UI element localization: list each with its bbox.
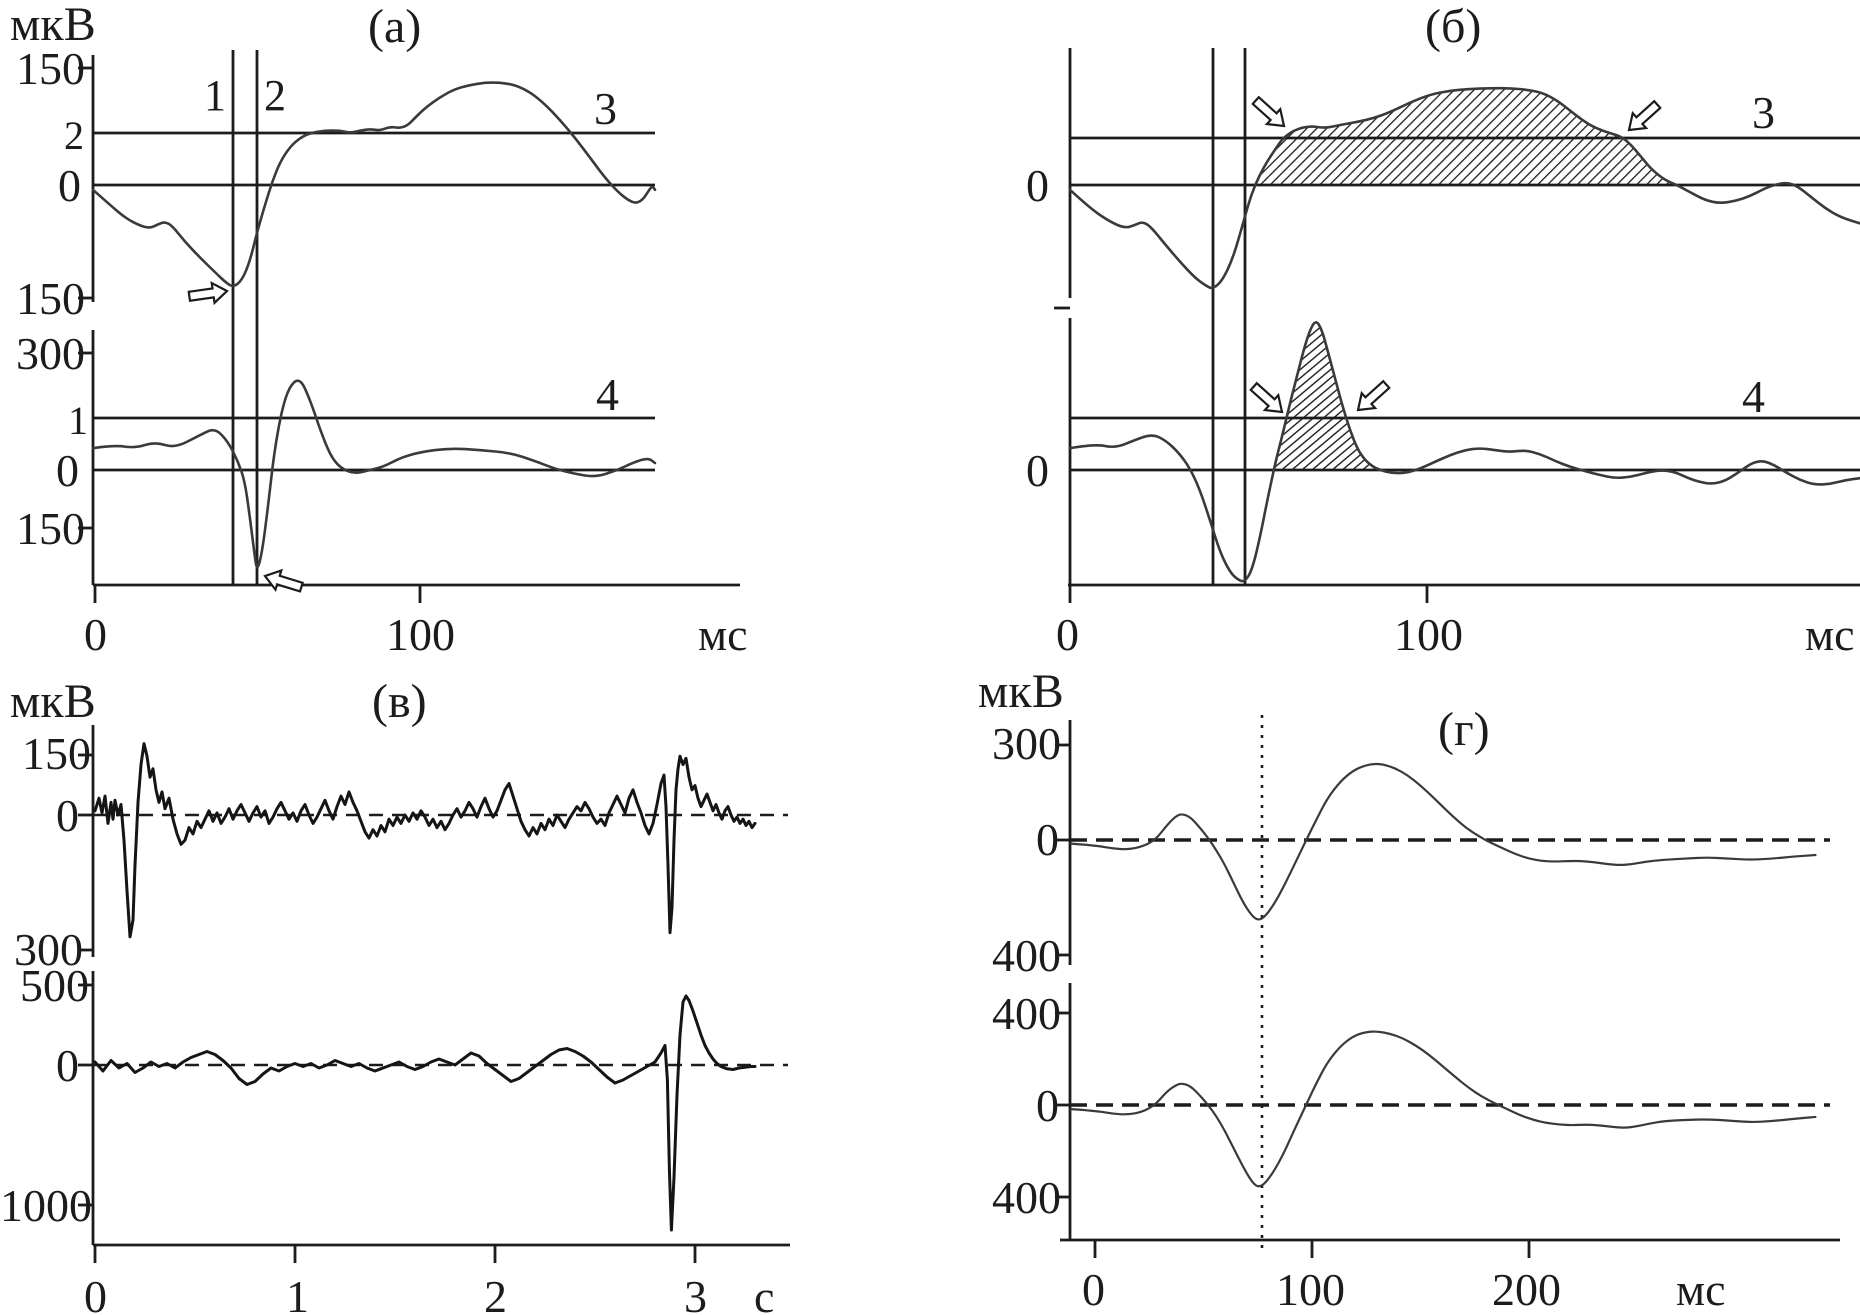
- text-label: 0: [1036, 814, 1059, 865]
- text-label: 4: [1742, 371, 1765, 422]
- marker-arrow-icon: [1251, 95, 1286, 128]
- text-label: 3: [684, 1271, 707, 1315]
- text-label: 100: [1276, 1264, 1345, 1315]
- text-label: 0: [58, 160, 81, 211]
- waveform-eeg-channel-1: [93, 742, 757, 939]
- text-label: 200: [1492, 1264, 1561, 1315]
- waveform-eeg-channel-2: [93, 994, 757, 1232]
- text-label: 2: [64, 113, 84, 158]
- text-label: 0: [56, 790, 79, 841]
- waveform-trace-3: [91, 81, 657, 288]
- marker-arrow-icon: [263, 568, 305, 593]
- text-label: 0: [84, 609, 107, 660]
- marker-arrow-icon: [1627, 99, 1662, 132]
- text-label: 300: [992, 718, 1061, 769]
- text-label: (г): [1438, 703, 1490, 756]
- panel-b-plot: (б) 0 0 3 4 0 100 мс: [1026, 0, 1860, 660]
- text-label: 1000: [0, 1180, 92, 1231]
- panel-g-plot: мкВ (г) 300 0 400 400 0 400 0 100 200 мс: [978, 665, 1840, 1315]
- panel-g: мкВ (г) 300 0 400 400 0 400 0 100 200 мс: [820, 655, 1860, 1315]
- text-label: 0: [56, 1040, 79, 1091]
- text-label: 500: [20, 960, 89, 1011]
- text-label: (в): [372, 675, 427, 728]
- waveform-avg-trace-2: [1070, 1030, 1817, 1188]
- panel-a: мкВ (а) 150 2 0 150 300 1 0 150 1 2 3 4 0 100 мс: [0, 0, 820, 660]
- text-label: 4: [596, 369, 619, 420]
- text-label: 0: [56, 445, 79, 496]
- waveform-trace-4: [1068, 321, 1860, 583]
- waveform-trace-3: [1068, 86, 1860, 290]
- text-label: 400: [992, 1172, 1061, 1223]
- text-label: 0: [1026, 160, 1049, 211]
- text-label: 300: [14, 924, 83, 975]
- text-label: мс: [1676, 1264, 1726, 1315]
- text-label: 150: [16, 43, 85, 94]
- text-label: мкВ: [10, 0, 96, 51]
- waveform-avg-trace-1: [1070, 762, 1817, 921]
- text-label: 400: [992, 988, 1061, 1039]
- text-label: 2: [484, 1271, 507, 1315]
- text-label: 100: [386, 609, 455, 660]
- text-label: мс: [698, 609, 748, 660]
- hatched-area: [1273, 319, 1380, 470]
- text-label: 1: [286, 1271, 309, 1315]
- text-label: 0: [1036, 1080, 1059, 1131]
- panel-b: (б) 0 0 3 4 0 100 мс: [880, 0, 1860, 660]
- marker-arrow-icon: [1356, 379, 1391, 412]
- text-label: мс: [1805, 609, 1855, 660]
- text-label: 0: [1082, 1264, 1105, 1315]
- text-label: с: [754, 1271, 774, 1315]
- text-label: 400: [992, 930, 1061, 981]
- text-label: 100: [1394, 609, 1463, 660]
- text-label: 150: [16, 503, 85, 554]
- text-label: 300: [16, 328, 85, 379]
- text-label: 3: [594, 83, 617, 134]
- text-label: 2: [264, 71, 286, 120]
- text-label: 150: [22, 728, 91, 779]
- text-label: 0: [84, 1271, 107, 1315]
- waveform-trace-4: [91, 379, 657, 569]
- text-label: 1: [204, 71, 226, 120]
- text-label: (б): [1425, 0, 1481, 53]
- text-label: 0: [1026, 445, 1049, 496]
- text-label: 0: [1056, 609, 1079, 660]
- hatched-area: [1254, 88, 1677, 185]
- text-label: (а): [368, 0, 421, 53]
- text-label: мкВ: [10, 675, 96, 728]
- panel-v: мкВ (в) 150 0 300 500 0 1000 0 1 2 3 с: [0, 655, 800, 1315]
- marker-arrow-icon: [1249, 381, 1284, 414]
- text-label: 3: [1752, 87, 1775, 138]
- text-label: 150: [16, 273, 85, 324]
- text-label: 1: [68, 398, 88, 443]
- text-label: мкВ: [978, 665, 1064, 718]
- marker-arrow-icon: [187, 281, 229, 306]
